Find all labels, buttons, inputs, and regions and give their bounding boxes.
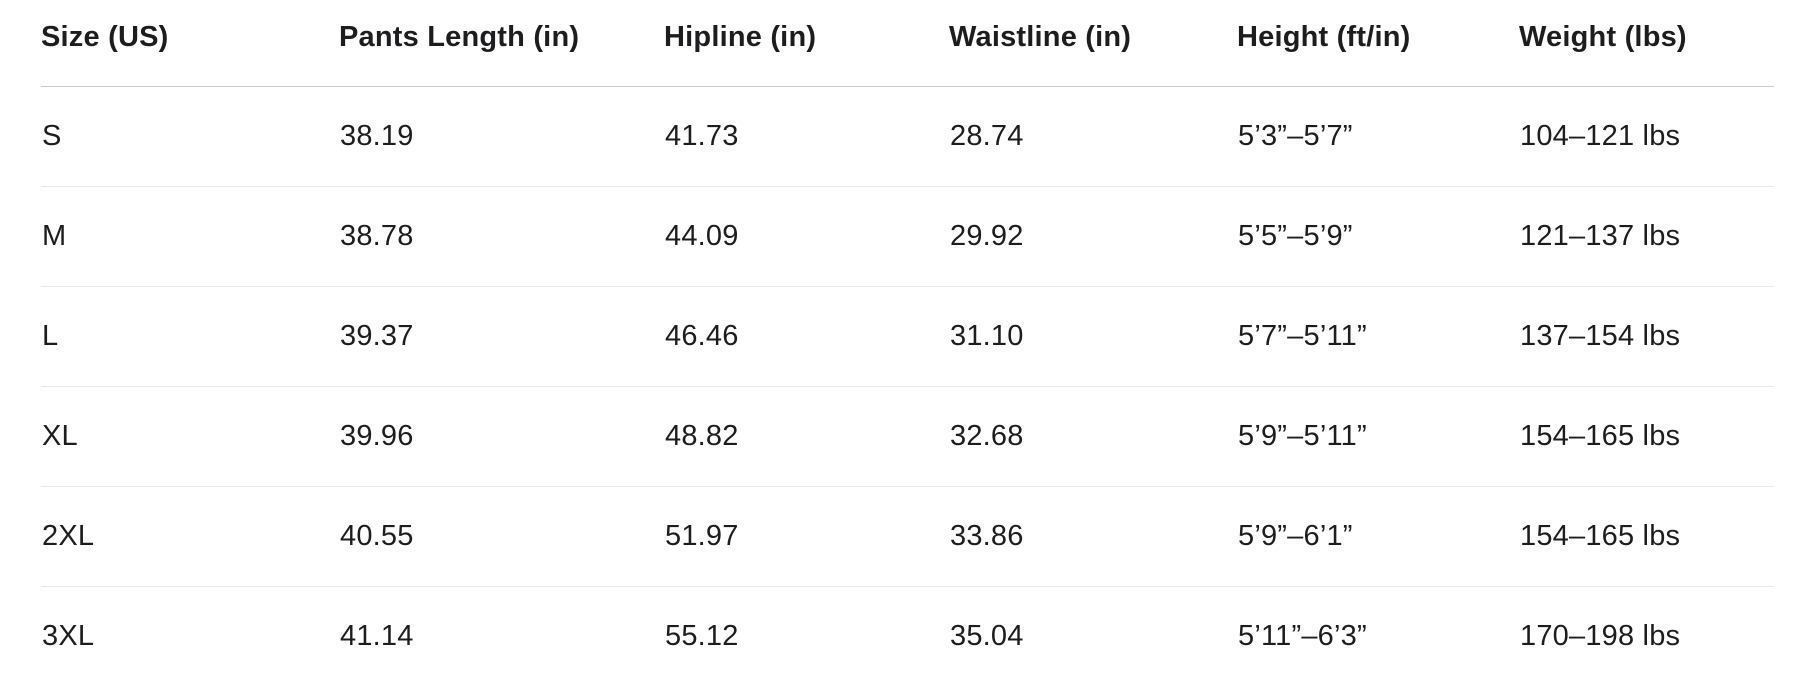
table-row: 3XL 41.14 55.12 35.04 5’11”–6’3” 170–198…: [41, 587, 1774, 686]
cell-height: 5’11”–6’3”: [1237, 587, 1519, 686]
cell-hipline: 55.12: [664, 587, 949, 686]
table-body: S 38.19 41.73 28.74 5’3”–5’7” 104–121 lb…: [41, 87, 1774, 686]
table-header: Size (US) Pants Length (in) Hipline (in)…: [41, 0, 1774, 87]
cell-height: 5’9”–5’11”: [1237, 387, 1519, 487]
size-chart-table: Size (US) Pants Length (in) Hipline (in)…: [41, 0, 1774, 686]
cell-waistline: 32.68: [949, 387, 1237, 487]
cell-waistline: 35.04: [949, 587, 1237, 686]
cell-size: XL: [41, 387, 339, 487]
cell-pants-length: 38.19: [339, 87, 664, 187]
cell-weight: 170–198 lbs: [1519, 587, 1774, 686]
table-row: S 38.19 41.73 28.74 5’3”–5’7” 104–121 lb…: [41, 87, 1774, 187]
cell-waistline: 33.86: [949, 487, 1237, 587]
cell-waistline: 28.74: [949, 87, 1237, 187]
table-row: L 39.37 46.46 31.10 5’7”–5’11” 137–154 l…: [41, 287, 1774, 387]
cell-hipline: 44.09: [664, 187, 949, 287]
cell-hipline: 51.97: [664, 487, 949, 587]
cell-pants-length: 39.96: [339, 387, 664, 487]
column-header-hipline: Hipline (in): [664, 0, 949, 87]
cell-pants-length: 38.78: [339, 187, 664, 287]
cell-height: 5’5”–5’9”: [1237, 187, 1519, 287]
column-header-height: Height (ft/in): [1237, 0, 1519, 87]
cell-pants-length: 40.55: [339, 487, 664, 587]
cell-size: 3XL: [41, 587, 339, 686]
cell-hipline: 41.73: [664, 87, 949, 187]
cell-size: 2XL: [41, 487, 339, 587]
column-header-size: Size (US): [41, 0, 339, 87]
cell-hipline: 48.82: [664, 387, 949, 487]
table-row: M 38.78 44.09 29.92 5’5”–5’9” 121–137 lb…: [41, 187, 1774, 287]
cell-size: S: [41, 87, 339, 187]
cell-height: 5’9”–6’1”: [1237, 487, 1519, 587]
cell-size: L: [41, 287, 339, 387]
cell-hipline: 46.46: [664, 287, 949, 387]
column-header-weight: Weight (lbs): [1519, 0, 1774, 87]
cell-weight: 154–165 lbs: [1519, 387, 1774, 487]
column-header-pants-length: Pants Length (in): [339, 0, 664, 87]
cell-waistline: 29.92: [949, 187, 1237, 287]
cell-weight: 121–137 lbs: [1519, 187, 1774, 287]
cell-weight: 137–154 lbs: [1519, 287, 1774, 387]
table-row: XL 39.96 48.82 32.68 5’9”–5’11” 154–165 …: [41, 387, 1774, 487]
column-header-waistline: Waistline (in): [949, 0, 1237, 87]
cell-height: 5’7”–5’11”: [1237, 287, 1519, 387]
cell-waistline: 31.10: [949, 287, 1237, 387]
cell-weight: 154–165 lbs: [1519, 487, 1774, 587]
table-header-row: Size (US) Pants Length (in) Hipline (in)…: [41, 0, 1774, 87]
cell-weight: 104–121 lbs: [1519, 87, 1774, 187]
cell-size: M: [41, 187, 339, 287]
cell-height: 5’3”–5’7”: [1237, 87, 1519, 187]
table-row: 2XL 40.55 51.97 33.86 5’9”–6’1” 154–165 …: [41, 487, 1774, 587]
cell-pants-length: 41.14: [339, 587, 664, 686]
cell-pants-length: 39.37: [339, 287, 664, 387]
